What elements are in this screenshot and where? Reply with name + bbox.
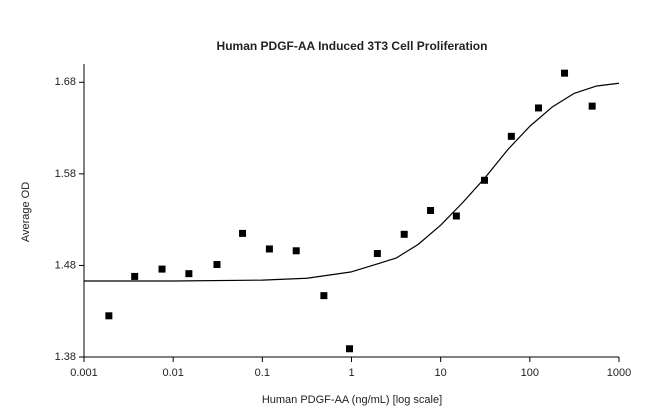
y-tick-label: 1.48	[55, 259, 76, 271]
data-point	[588, 102, 596, 110]
data-point	[427, 207, 435, 214]
x-tick-label: 0.1	[255, 367, 270, 379]
data-point	[452, 212, 460, 220]
data-point	[131, 272, 139, 280]
data-point	[507, 132, 515, 140]
data-point	[239, 229, 247, 237]
data-point	[158, 265, 166, 273]
y-tick-label: 1.58	[55, 168, 76, 180]
chart-title: Human PDGF-AA Induced 3T3 Cell Prolifera…	[217, 39, 488, 53]
data-point	[213, 261, 221, 269]
x-tick-label: 1	[348, 367, 354, 379]
x-tick-label: 0.01	[162, 367, 183, 379]
data-point	[400, 230, 408, 238]
x-tick-label: 1000	[607, 367, 631, 379]
data-point	[185, 270, 193, 278]
data-point	[373, 250, 381, 258]
data-point	[534, 104, 542, 112]
fit-curve	[84, 82, 620, 282]
x-tick-label: 0.001	[70, 367, 98, 379]
data-point	[561, 69, 569, 77]
data-point	[320, 292, 328, 300]
data-point	[292, 247, 300, 255]
y-axis-label: Average OD	[20, 182, 32, 242]
x-tick-label: 10	[435, 367, 447, 379]
data-point	[480, 176, 488, 184]
data-point	[265, 245, 273, 253]
x-axis-label: Human PDGF-AA (ng/mL) [log scale]	[262, 394, 442, 406]
x-tick-label: 100	[521, 367, 539, 379]
data-point	[346, 345, 354, 353]
y-tick-label: 1.38	[55, 351, 76, 363]
data-point	[105, 312, 113, 320]
y-tick-label: 1.68	[55, 76, 76, 88]
